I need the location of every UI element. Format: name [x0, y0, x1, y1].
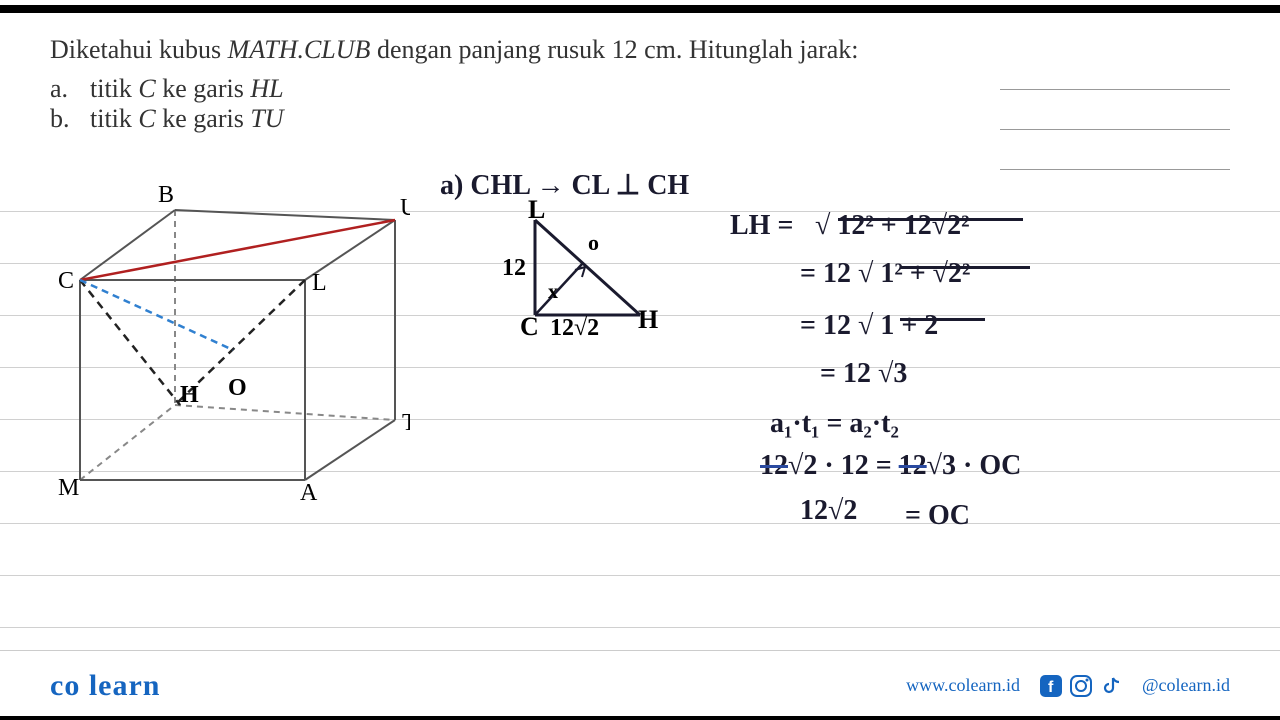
sub-text-b: titik C ke garis TU [90, 104, 284, 134]
instagram-icon [1070, 675, 1092, 697]
hw-calc-4: = 12 √3 [820, 358, 907, 390]
svg-text:12: 12 [502, 255, 526, 281]
logo-co: co [50, 669, 80, 702]
vertex-U: U [400, 195, 410, 221]
vertex-A: A [300, 480, 318, 506]
vertex-T: T [402, 410, 410, 436]
sqrt-bar-3 [900, 318, 985, 321]
hw-calc-3: = 12 √ 1 + 2 [800, 310, 938, 342]
svg-text:12√2: 12√2 [550, 315, 599, 340]
brand-logo: co learn [50, 669, 160, 703]
bottom-border-bar [0, 716, 1280, 720]
sub-label-a: a. [50, 74, 90, 104]
social-icons: f [1040, 675, 1122, 697]
svg-text:H: H [638, 305, 658, 334]
hw-calc-2: = 12 √ 1² + √2² [800, 258, 970, 290]
svg-text:L: L [528, 200, 545, 224]
hw-triangle-svg: L C H 12 12√2 o x [490, 200, 670, 340]
sub-text-a: titik C ke garis HL [90, 74, 284, 104]
footer: co learn www.colearn.id f @colearn.id [0, 650, 1280, 720]
top-border-bar [0, 5, 1280, 13]
hw-calc-1: LH = [730, 210, 793, 242]
hw-eq1: a₁·t₁ = a₂·t₂ [770, 408, 899, 440]
svg-text:x: x [548, 281, 558, 303]
vertex-O: O [228, 375, 247, 401]
footer-url: www.colearn.id [906, 675, 1020, 696]
svg-text:o: o [588, 230, 599, 255]
footer-handle: @colearn.id [1142, 675, 1230, 696]
tiktok-icon [1100, 675, 1122, 697]
svg-text:C: C [520, 312, 539, 340]
facebook-icon: f [1040, 675, 1062, 697]
logo-learn: learn [89, 669, 161, 702]
sqrt-bar-1 [838, 218, 1023, 221]
sqrt-bar-2 [900, 266, 1030, 269]
vertex-L: L [312, 270, 327, 296]
hw-eq2: 12√2 · 12 = 12√3 · OC [760, 450, 1021, 482]
vertex-H: H [180, 382, 199, 408]
cube-diagram: B U C L H O T M A [50, 180, 390, 530]
vertex-M: M [58, 475, 79, 501]
sub-label-b: b. [50, 104, 90, 134]
svg-text:f: f [1048, 679, 1054, 696]
cube-svg: B U C L H O T M A [50, 180, 410, 520]
footer-right: www.colearn.id f @colearn.id [906, 675, 1230, 697]
hw-calc-1b: √ 12² + 12√2² [815, 210, 969, 242]
vertex-C: C [58, 268, 74, 294]
vertex-B: B [158, 182, 174, 208]
hw-eq3-left: 12√2 [800, 495, 857, 527]
hw-title: a) CHL → CL ⊥ CH [440, 168, 689, 202]
hw-eq3-right: = OC [905, 500, 970, 532]
answer-blank-lines [1000, 50, 1230, 170]
